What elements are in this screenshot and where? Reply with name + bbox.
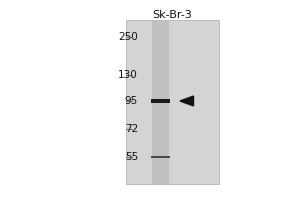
Text: Sk-Br-3: Sk-Br-3 bbox=[153, 10, 192, 20]
Polygon shape bbox=[180, 96, 194, 106]
Text: 55: 55 bbox=[125, 152, 138, 162]
Bar bbox=[151, 99, 170, 103]
Bar bbox=[152, 20, 169, 184]
Bar bbox=[126, 20, 219, 184]
Text: 72: 72 bbox=[125, 124, 138, 134]
Text: 250: 250 bbox=[118, 32, 138, 42]
Text: 130: 130 bbox=[118, 70, 138, 80]
Bar bbox=[151, 156, 170, 158]
Text: 95: 95 bbox=[125, 96, 138, 106]
